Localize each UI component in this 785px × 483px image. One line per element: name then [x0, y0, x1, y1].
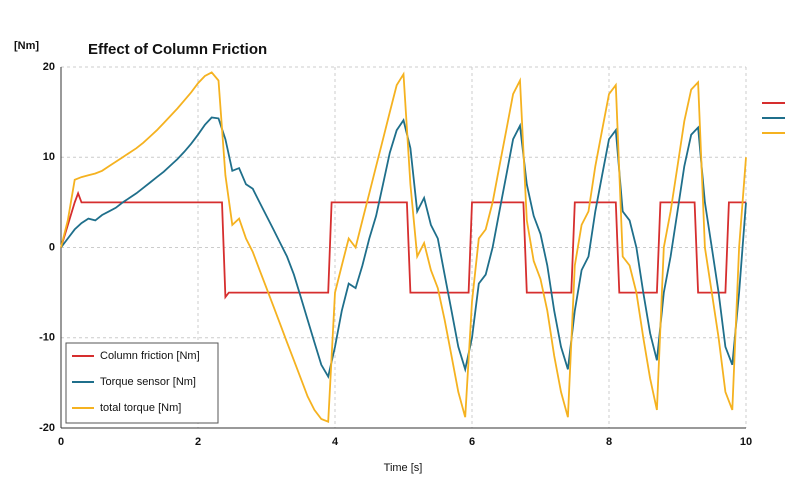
- y-axis-label: [Nm]: [14, 40, 39, 52]
- x-tick-label: 10: [740, 436, 752, 448]
- y-tick-label: -20: [39, 422, 55, 434]
- series-line: [60, 71, 747, 423]
- chart-title: Effect of Column Friction: [88, 41, 267, 58]
- x-tick-label: 2: [195, 436, 201, 448]
- y-tick-label: 0: [49, 241, 55, 253]
- y-tick-label: 20: [43, 61, 55, 73]
- legend-label: Torque sensor [Nm]: [100, 376, 196, 388]
- series-line: [60, 190, 746, 300]
- legend-label: total torque [Nm]: [100, 402, 181, 414]
- y-tick-label: 10: [43, 151, 55, 163]
- x-tick-label: 0: [58, 436, 64, 448]
- x-tick-label: 4: [332, 436, 339, 448]
- y-tick-label: -10: [39, 332, 55, 344]
- x-tick-label: 6: [469, 436, 475, 448]
- x-axis-label: Time [s]: [384, 462, 423, 474]
- legend-label: Column friction [Nm]: [100, 350, 200, 362]
- x-tick-label: 8: [606, 436, 612, 448]
- series-line: [60, 116, 747, 380]
